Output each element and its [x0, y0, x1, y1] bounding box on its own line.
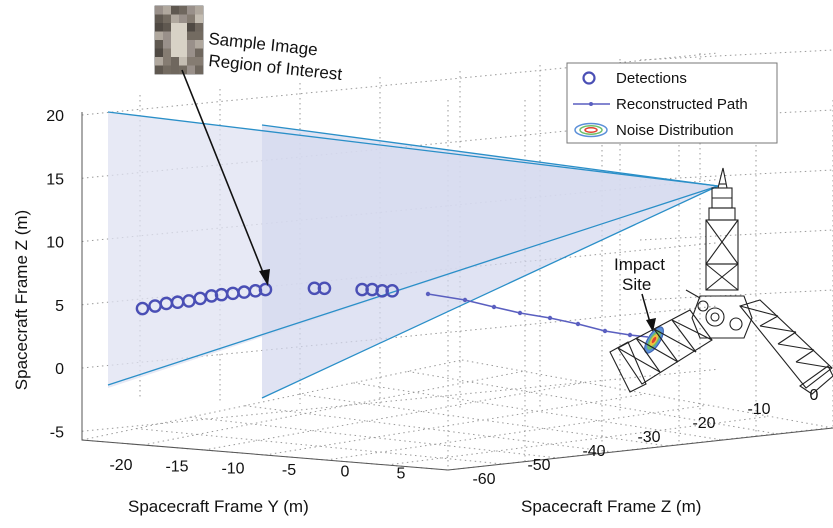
- depth-axis-tick-labels: -60 -50 -40 -30 -20 -10 0: [472, 387, 818, 488]
- impact-arrow: [641, 293, 656, 332]
- sample-arrow: [181, 69, 270, 286]
- y-axis-tick-labels: -20 -15 -10 -5 0 5: [109, 457, 405, 482]
- z-tick-label: -5: [50, 424, 64, 441]
- depth-tick-label: -50: [527, 457, 550, 474]
- path-point: [602, 328, 608, 334]
- legend-noise-distribution: Noise Distribution: [616, 122, 734, 139]
- depth-tick-label: -30: [637, 429, 660, 446]
- detections: [135, 281, 400, 316]
- y-tick-label: 0: [341, 464, 350, 481]
- impact-label: Impact: [614, 255, 665, 274]
- y-tick-label: -20: [109, 457, 132, 474]
- detection-point: [135, 301, 150, 316]
- y-tick-label: -15: [165, 459, 188, 476]
- camera-field-of-view: [107, 111, 719, 399]
- reconstructed-path: [425, 291, 649, 338]
- legend-reconstructed-path: Reconstructed Path: [616, 96, 748, 113]
- y-tick-label: 5: [397, 465, 406, 482]
- lander-wireframe: [609, 167, 833, 395]
- z-tick-label: 0: [55, 361, 64, 378]
- legend-detections: Detections: [616, 70, 687, 87]
- legend-detection-marker: [582, 71, 596, 85]
- detection-point: [258, 282, 273, 297]
- y-tick-label: -10: [221, 460, 244, 477]
- y-axis-title: Spacecraft Frame Y (m): [128, 497, 309, 516]
- depth-tick-label: -20: [692, 415, 715, 432]
- depth-axis-title: Spacecraft Frame Z (m): [521, 497, 701, 516]
- z-tick-label: 20: [46, 108, 64, 125]
- noise-distribution: [644, 326, 664, 354]
- z-tick-label: 10: [46, 235, 64, 252]
- path-point: [425, 291, 431, 297]
- y-tick-label: -5: [282, 462, 296, 479]
- legend: Detections Reconstructed Path Noise Dist…: [566, 62, 778, 144]
- depth-tick-label: -10: [747, 401, 770, 418]
- path-point: [627, 332, 633, 338]
- detection-point: [385, 284, 400, 298]
- depth-tick-label: -40: [582, 443, 605, 460]
- path-point: [491, 304, 497, 310]
- site-label: Site: [622, 275, 651, 294]
- z-axis-tick-labels: -5 0 5 10 15 20: [46, 108, 64, 441]
- path-point: [547, 315, 553, 321]
- legend-noise-marker: [574, 122, 608, 138]
- grid-floor: [81, 359, 833, 471]
- depth-tick-label: -60: [472, 471, 495, 488]
- z-tick-label: 15: [46, 171, 64, 188]
- detection-point: [317, 281, 332, 296]
- path-point: [575, 321, 581, 327]
- path-point: [462, 297, 468, 303]
- path-point: [517, 310, 523, 316]
- z-tick-label: 5: [55, 298, 64, 315]
- z-axis-title: Spacecraft Frame Z (m): [12, 210, 31, 390]
- sample-image-thumbnail: [154, 5, 204, 75]
- region-of-interest-label: Region of Interest: [208, 51, 344, 84]
- axis-frame: [81, 112, 833, 471]
- depth-tick-label: 0: [810, 387, 819, 404]
